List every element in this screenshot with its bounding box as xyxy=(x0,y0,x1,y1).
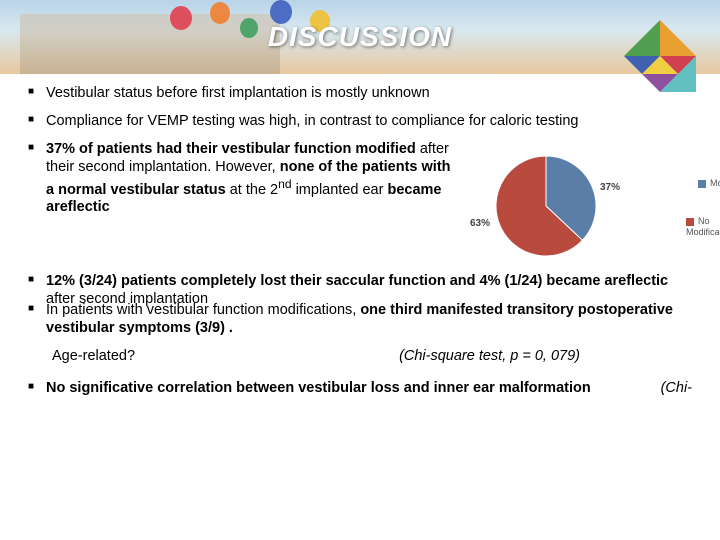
bullet-item: No significative correlation between ves… xyxy=(28,379,692,397)
legend-swatch-icon xyxy=(698,180,706,188)
legend-label: Modification xyxy=(710,178,720,188)
tangram-logo-icon xyxy=(624,20,696,92)
chi-square-note: (Chi- xyxy=(661,379,692,397)
bullet-text-bold: 12% (3/24) patients completely lost thei… xyxy=(46,273,668,289)
bullet-text: implanted ear xyxy=(292,181,388,197)
balloon-icon xyxy=(210,2,230,24)
bullet-text-bold: No significative correlation between ves… xyxy=(46,380,591,396)
chi-square-note: (Chi-square test, p = 0, 079) xyxy=(399,347,580,365)
pie-pct-label: 37% xyxy=(600,182,620,195)
legend-item: Modification xyxy=(698,178,720,189)
bullet-item: Vestibular status before first implantat… xyxy=(28,84,692,102)
pie-pct-label: 63% xyxy=(470,218,490,231)
balloon-icon xyxy=(170,6,192,30)
bullet-item: In patients with vestibular function mod… xyxy=(28,301,692,337)
bullet-text: at the 2 xyxy=(226,181,278,197)
bullet-item: Compliance for VEMP testing was high, in… xyxy=(28,112,692,130)
stat-question: Age-related? xyxy=(52,348,135,364)
bullet-text: In patients with vestibular function mod… xyxy=(46,302,360,318)
superscript: nd xyxy=(278,177,291,191)
bullet-text: Compliance for VEMP testing was high, in… xyxy=(46,113,578,129)
content-body: Vestibular status before first implantat… xyxy=(0,74,720,397)
bullet-text-bold: 37% of patients had their vestibular fun… xyxy=(46,141,416,157)
balloon-icon xyxy=(240,18,258,38)
bullet-item: 37% of patients had their vestibular fun… xyxy=(28,140,692,266)
page-title: DISCUSSION xyxy=(268,21,452,53)
stat-line: Age-related? (Chi-square test, p = 0, 07… xyxy=(28,347,692,365)
legend-item: No Modification xyxy=(686,216,720,238)
bullet-text: Vestibular status before first implantat… xyxy=(46,85,430,101)
legend-swatch-icon xyxy=(686,218,694,226)
header-banner: DISCUSSION xyxy=(0,0,720,74)
pie-chart: 37% 63% Modification No Modification xyxy=(470,140,692,266)
